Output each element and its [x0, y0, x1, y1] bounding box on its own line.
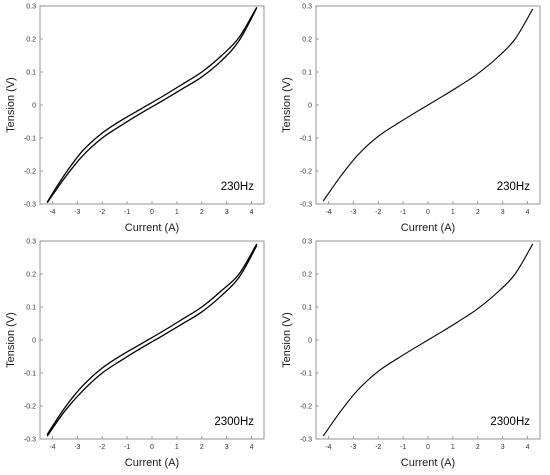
y-axis-title: Tension (V): [281, 312, 293, 368]
y-tick-label: -0.2: [300, 404, 312, 411]
x-tick-label: 3: [225, 444, 229, 451]
y-tick-label: -0.3: [300, 437, 312, 444]
panel-top-right: -4 -3 -2 -1 0 1 2 3 4 -0.3 -0.2 -0.1 0 0.1 0.2 0.3 Curre…: [281, 4, 541, 234]
y-tick-label: -0.2: [300, 169, 312, 176]
x-tick-label: 0: [426, 209, 430, 216]
x-tick-label: 0: [150, 209, 154, 216]
x-tick-label: 2: [200, 444, 204, 451]
x-tick-label: -2: [99, 209, 105, 216]
frequency-annotation: 2300Hz: [214, 416, 254, 428]
x-tick-label: 1: [451, 209, 455, 216]
y-tick-label: -0.2: [24, 169, 36, 176]
x-tick-label: 1: [451, 444, 455, 451]
x-tick-label: 2: [476, 444, 480, 451]
panel-bottom-right: -4 -3 -2 -1 0 1 2 3 4 -0.3 -0.2 -0.1 0 0.1 0.2 0.3 Curre…: [281, 239, 541, 469]
x-tick-label: 4: [250, 444, 254, 451]
x-tick-label: -4: [49, 209, 55, 216]
x-tick-label: 4: [250, 209, 254, 216]
y-tick-label: 0.3: [26, 239, 36, 246]
frequency-annotation: 230Hz: [497, 181, 530, 193]
x-tick-label: 3: [501, 209, 505, 216]
x-tick-label: -3: [350, 444, 356, 451]
x-tick-label: 1: [175, 209, 179, 216]
x-tick-label: 4: [526, 209, 530, 216]
y-axis-title: Tension (V): [5, 77, 17, 133]
x-tick-label: 3: [225, 209, 229, 216]
y-axis-title: Tension (V): [281, 77, 293, 133]
y-tick-label: 0.3: [26, 4, 36, 11]
x-tick-label: -2: [99, 444, 105, 451]
x-tick-label: -4: [325, 444, 331, 451]
y-tick-label: 0.1: [26, 305, 36, 312]
y-tick-label: -0.2: [24, 404, 36, 411]
y-tick-label: -0.1: [24, 136, 36, 143]
y-tick-label: 0.1: [302, 70, 312, 77]
y-tick-label: -0.1: [300, 136, 312, 143]
x-tick-label: -3: [74, 209, 80, 216]
y-tick-label: 0.2: [26, 272, 36, 279]
y-axis-title: Tension (V): [5, 312, 17, 368]
y-tick-label: -0.3: [24, 202, 36, 209]
x-axis-title: Current (A): [401, 222, 455, 234]
series-line-2: [46, 7, 258, 203]
frequency-annotation: 2300Hz: [490, 416, 530, 428]
y-tick-label: 0.1: [302, 305, 312, 312]
y-tick-label: -0.1: [24, 371, 36, 378]
frequency-annotation: 230Hz: [221, 181, 254, 193]
x-tick-label: -2: [375, 444, 381, 451]
y-tick-label: 0.3: [302, 239, 312, 246]
x-tick-label: -2: [375, 209, 381, 216]
x-tick-label: 2: [200, 209, 204, 216]
x-tick-label: -1: [400, 209, 406, 216]
x-tick-label: 0: [426, 444, 430, 451]
x-axis-title: Current (A): [125, 457, 179, 469]
x-tick-label: 3: [501, 444, 505, 451]
y-tick-label: 0.3: [302, 4, 312, 11]
plot-frame: [39, 240, 265, 440]
x-tick-label: 0: [150, 444, 154, 451]
y-tick-label: 0: [32, 338, 36, 345]
y-tick-label: 0: [32, 103, 36, 110]
y-tick-label: 0.2: [26, 37, 36, 44]
y-tick-label: 0: [308, 338, 312, 345]
series-line-2: [46, 243, 258, 435]
y-tick-label: -0.3: [300, 202, 312, 209]
y-tick-label: -0.3: [24, 437, 36, 444]
panel-bottom-left: -4 -3 -2 -1 0 1 2 3 4 -0.3 -0.2 -0.1 0 0.1 0.2 0.3 Curre…: [5, 239, 265, 469]
x-tick-label: -3: [350, 209, 356, 216]
y-tick-label: 0: [308, 103, 312, 110]
plot-frame: [39, 5, 265, 205]
y-tick-label: 0.1: [26, 70, 36, 77]
x-tick-label: 4: [526, 444, 530, 451]
series-line-1: [46, 7, 258, 203]
series-line-1: [322, 243, 534, 437]
x-tick-label: 2: [476, 209, 480, 216]
x-tick-label: -1: [400, 444, 406, 451]
x-tick-label: -1: [124, 209, 130, 216]
x-tick-label: -1: [124, 444, 130, 451]
x-tick-label: -4: [325, 209, 331, 216]
y-tick-label: 0.2: [302, 272, 312, 279]
series-line-1: [46, 245, 258, 437]
x-axis-title: Current (A): [125, 222, 179, 234]
x-tick-label: -3: [74, 444, 80, 451]
x-tick-label: -4: [49, 444, 55, 451]
x-axis-title: Current (A): [401, 457, 455, 469]
y-tick-label: 0.2: [302, 37, 312, 44]
series-line-1: [322, 8, 534, 202]
panel-top-left: -4 -3 -2 -1 0 1 2 3 4 -0.3 -0.2 -0.1 0 0.1 0.2 0.3 Curre…: [5, 4, 265, 234]
y-tick-label: -0.1: [300, 371, 312, 378]
x-tick-label: 1: [175, 444, 179, 451]
